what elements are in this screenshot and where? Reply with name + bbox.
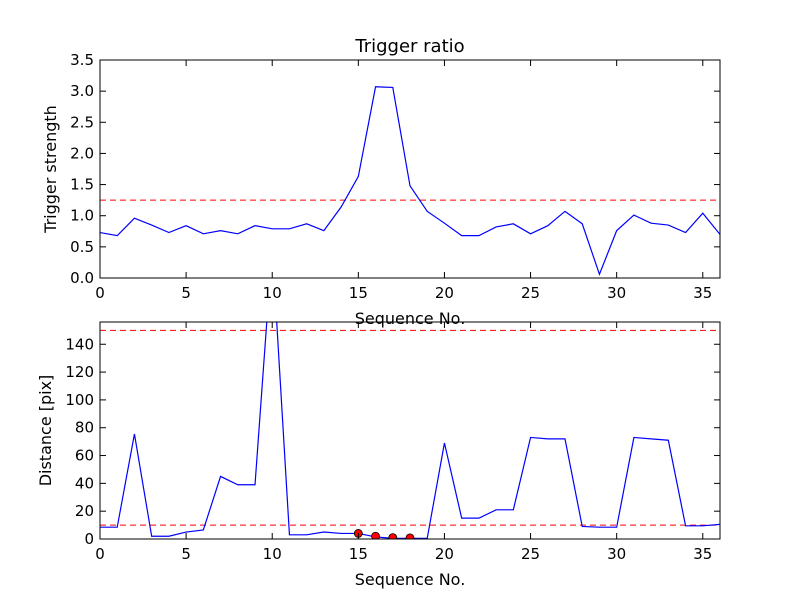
x-tick-label: 20: [435, 284, 454, 302]
x-tick-label: 30: [607, 545, 626, 563]
y-tick-label: 1.0: [70, 207, 94, 225]
axes-frame: [99, 59, 721, 279]
y-tick-label: 60: [75, 447, 94, 465]
series-line: [100, 86, 720, 276]
x-tick-label: 35: [693, 545, 712, 563]
x-tick-label: 25: [521, 545, 540, 563]
x-tick-label: 30: [607, 284, 626, 302]
y-tick-label: 20: [75, 502, 94, 520]
y-tick-label: 140: [65, 335, 94, 353]
x-tick-label: 15: [349, 284, 368, 302]
data-marker: [405, 533, 415, 539]
data-marker: [371, 531, 380, 539]
bottom-chart: 0 5 10 15 20 25 30 35 0 20 40 60 80 100 120 140 Sequence…: [36, 321, 721, 589]
x-tick-label: 10: [263, 545, 282, 563]
y-tick-label: 100: [65, 391, 94, 409]
y-tick-label: 3.5: [70, 51, 94, 69]
y-tick-label: 40: [75, 474, 94, 492]
plot-area: [100, 322, 720, 539]
y-tick-label: 3.0: [70, 82, 94, 100]
x-tick-label: 25: [521, 284, 540, 302]
x-tick-label: 5: [181, 284, 191, 302]
x-tick-label: 15: [349, 545, 368, 563]
x-axis-label: Sequence No.: [355, 570, 466, 589]
y-tick-label: 0: [84, 530, 94, 548]
y-axis-label: Distance [pix]: [36, 375, 55, 487]
y-axis-label: Trigger strength: [41, 105, 60, 234]
top-chart: 0 5 10 15 20 25 30 35 0.0 0.5 1.0 1.5 2.0 2.5 3.0 3.5 Tr…: [41, 36, 721, 328]
y-tick-label: 2.0: [70, 144, 94, 162]
x-tick-label: 10: [263, 284, 282, 302]
chart-title: Trigger ratio: [354, 36, 464, 57]
x-tick-label: 5: [181, 545, 191, 563]
x-tick-label: 35: [693, 284, 712, 302]
x-tick-label: 0: [95, 545, 105, 563]
y-tick-label: 2.5: [70, 113, 94, 131]
x-tick-label: 20: [435, 545, 454, 563]
y-tick-label: 1.5: [70, 176, 94, 194]
y-tick-label: 0.0: [70, 269, 94, 287]
y-tick-label: 120: [65, 363, 94, 381]
axes-frame: [99, 321, 721, 540]
x-axis-label: Sequence No.: [355, 309, 466, 328]
data-marker: [388, 533, 398, 539]
y-tick-label: 0.5: [70, 238, 94, 256]
y-tick-label: 80: [75, 419, 94, 437]
x-tick-label: 0: [95, 284, 105, 302]
plot-area: [100, 86, 720, 276]
